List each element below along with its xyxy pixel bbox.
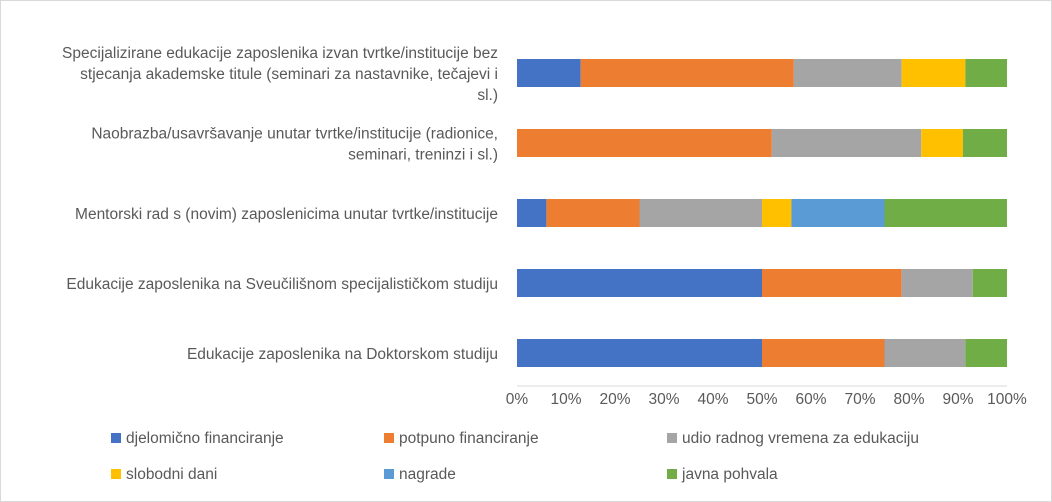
tick-label: 60% (795, 391, 826, 408)
tick-label: 10% (550, 391, 581, 408)
tick-label: 0% (506, 391, 529, 408)
tick-label: 90% (942, 391, 973, 408)
bar-segment (793, 59, 902, 87)
tick-label: 50% (746, 391, 777, 408)
bar-segment (762, 199, 792, 227)
tick-label: 20% (599, 391, 630, 408)
bar-segment (962, 129, 1007, 157)
category-label: Mentorski rad s (novim) zaposlenicima un… (75, 206, 498, 223)
bar-segment (791, 199, 885, 227)
category-label: Edukacije zaposlenika na Doktorskom stud… (187, 346, 498, 363)
bar-segment (517, 129, 772, 157)
category-label-line: sl.) (477, 87, 498, 104)
bar-segment (901, 59, 966, 87)
category-label-line: stjecanja akademske titule (seminari za … (80, 66, 498, 83)
category-label-line: Specijalizirane edukacije zaposlenika iz… (62, 45, 498, 62)
tick-labels: 0% 10% 20% 30% 40% 50% 60% 70% 80% 90% 100% (506, 391, 1027, 408)
legend-label: nagrade (399, 466, 456, 483)
bar-segment (546, 199, 640, 227)
legend-swatch (384, 469, 394, 479)
bar-segment (762, 339, 885, 367)
bar-segment (639, 199, 762, 227)
legend-label: javna pohvala (681, 466, 778, 483)
bar-segment (517, 199, 547, 227)
legend-swatch (111, 469, 121, 479)
legend-label: slobodni dani (126, 466, 217, 483)
bar-segment (517, 339, 762, 367)
bar-segments (517, 59, 1007, 367)
bar-segment (517, 269, 762, 297)
category-label-line: seminari, treninzi i sl.) (348, 147, 498, 164)
bar-segment (972, 269, 1007, 297)
legend-label: potpuno financiranje (399, 430, 539, 447)
category-label-line: Naobrazba/usavršavanje unutar tvrtke/ins… (91, 126, 498, 143)
bar-segment (884, 339, 966, 367)
legend-label: djelomično financiranje (126, 430, 284, 447)
category-label-line: Edukacije zaposlenika na Sveučilišnom sp… (66, 276, 498, 293)
tick-label: 100% (987, 391, 1027, 408)
bar-segment (965, 59, 1007, 87)
bar-segment (965, 339, 1007, 367)
category-label: Naobrazba/usavršavanje unutar tvrtke/ins… (91, 126, 498, 164)
bar-segment (901, 269, 973, 297)
tick-label: 80% (893, 391, 924, 408)
bar-segment (884, 199, 1007, 227)
legend-swatch (667, 433, 677, 443)
bar-segment (580, 59, 794, 87)
category-label-line: Mentorski rad s (novim) zaposlenicima un… (75, 206, 498, 223)
category-label: Specijalizirane edukacije zaposlenika iz… (62, 45, 498, 104)
legend-swatch (667, 469, 677, 479)
tick-label: 40% (697, 391, 728, 408)
category-labels: Specijalizirane edukacije zaposlenika iz… (62, 45, 498, 363)
bar-segment (762, 269, 902, 297)
category-label: Edukacije zaposlenika na Sveučilišnom sp… (66, 276, 498, 293)
category-label-line: Edukacije zaposlenika na Doktorskom stud… (187, 346, 498, 363)
legend-label: udio radnog vremena za edukaciju (682, 430, 919, 447)
bar-segment (517, 59, 581, 87)
legend: djelomično financiranje potpuno financira… (111, 430, 919, 483)
tick-label: 70% (844, 391, 875, 408)
bar-segment (921, 129, 963, 157)
legend-swatch (111, 433, 121, 443)
tick-label: 30% (648, 391, 679, 408)
bar-segment (771, 129, 922, 157)
legend-swatch (384, 433, 394, 443)
